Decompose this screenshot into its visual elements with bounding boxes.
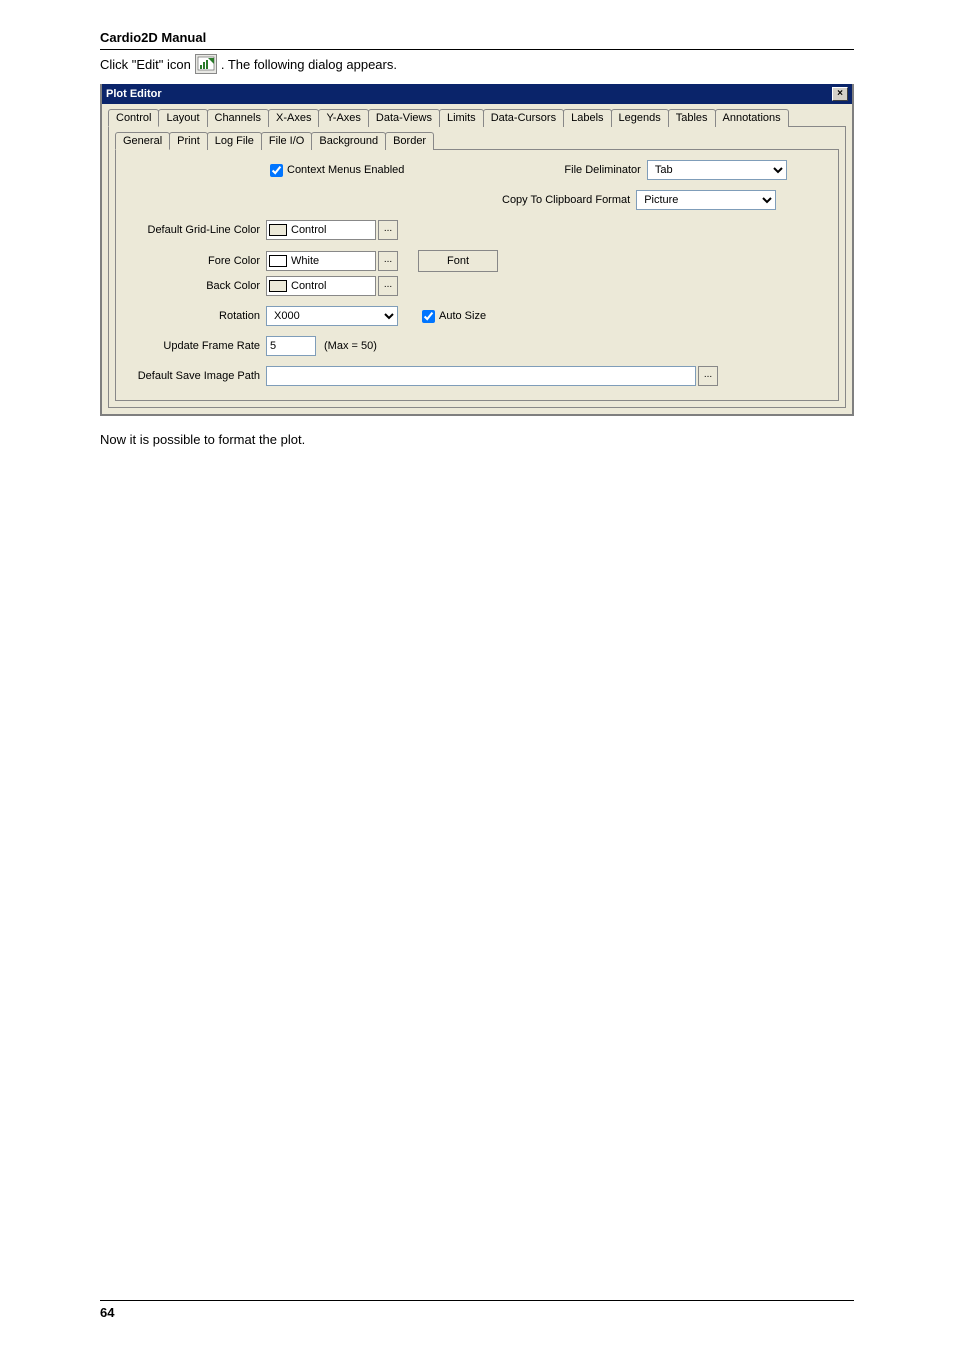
fore-color-name: White	[291, 255, 319, 267]
tab-channels[interactable]: Channels	[207, 109, 269, 127]
font-button[interactable]: Font	[418, 250, 498, 272]
general-panel: Context Menus Enabled File Deliminator T…	[115, 149, 839, 401]
main-tabpanel: General Print Log File File I/O Backgrou…	[108, 126, 846, 408]
file-delim-label: File Deliminator	[564, 164, 646, 176]
tab-xaxes[interactable]: X-Axes	[268, 109, 319, 127]
clipboard-select[interactable]: Picture	[636, 190, 776, 210]
subtab-border[interactable]: Border	[385, 132, 434, 150]
back-color-label: Back Color	[126, 280, 266, 292]
close-icon[interactable]: ×	[832, 87, 848, 101]
tab-dataviews[interactable]: Data-Views	[368, 109, 440, 127]
update-rate-label: Update Frame Rate	[126, 340, 266, 352]
clipboard-label: Copy To Clipboard Format	[502, 194, 636, 206]
rotation-select[interactable]: X000	[266, 306, 398, 326]
page-number: 64	[100, 1300, 854, 1320]
tab-annotations[interactable]: Annotations	[715, 109, 789, 127]
fore-chip	[269, 255, 287, 267]
plot-editor-dialog: Plot Editor × Control Layout Channels X-…	[100, 84, 854, 416]
doc-title: Cardio2D Manual	[100, 30, 854, 50]
auto-size-checkbox[interactable]	[422, 310, 435, 323]
gridline-chip	[269, 224, 287, 236]
tab-layout[interactable]: Layout	[158, 109, 207, 127]
subtab-fileio[interactable]: File I/O	[261, 132, 312, 150]
back-color-name: Control	[291, 280, 326, 292]
dialog-title: Plot Editor	[106, 88, 162, 100]
tab-control[interactable]: Control	[108, 109, 159, 127]
rotation-label: Rotation	[126, 310, 266, 322]
tab-datacursors[interactable]: Data-Cursors	[483, 109, 564, 127]
back-color-browse[interactable]: ...	[378, 276, 398, 296]
save-path-browse[interactable]: ...	[698, 366, 718, 386]
after-text: Now it is possible to format the plot.	[100, 432, 854, 447]
gridline-color-name: Control	[291, 224, 326, 236]
update-rate-field[interactable]	[266, 336, 316, 356]
intro-line: Click "Edit" icon . The following dialog…	[100, 54, 854, 74]
fore-color-browse[interactable]: ...	[378, 251, 398, 271]
fore-color-label: Fore Color	[126, 255, 266, 267]
gridline-color-label: Default Grid-Line Color	[126, 224, 266, 236]
tab-legends[interactable]: Legends	[611, 109, 669, 127]
save-path-label: Default Save Image Path	[126, 370, 266, 382]
tab-labels[interactable]: Labels	[563, 109, 611, 127]
subtab-print[interactable]: Print	[169, 132, 208, 150]
update-rate-max: (Max = 50)	[324, 340, 377, 352]
tab-tables[interactable]: Tables	[668, 109, 716, 127]
subtab-logfile[interactable]: Log File	[207, 132, 262, 150]
file-delim-select[interactable]: Tab	[647, 160, 787, 180]
titlebar: Plot Editor ×	[102, 84, 852, 104]
intro-post: . The following dialog appears.	[221, 57, 397, 72]
subtab-background[interactable]: Background	[311, 132, 386, 150]
main-tabstrip: Control Layout Channels X-Axes Y-Axes Da…	[102, 104, 852, 126]
tab-limits[interactable]: Limits	[439, 109, 484, 127]
context-menus-checkbox[interactable]	[270, 164, 283, 177]
save-path-field[interactable]	[266, 366, 696, 386]
back-color-swatch[interactable]: Control	[266, 276, 376, 296]
subtab-general[interactable]: General	[115, 132, 170, 150]
fore-color-swatch[interactable]: White	[266, 251, 376, 271]
auto-size-label: Auto Size	[439, 310, 486, 322]
gridline-color-browse[interactable]: ...	[378, 220, 398, 240]
intro-pre: Click "Edit" icon	[100, 57, 191, 72]
sub-tabstrip: General Print Log File File I/O Backgrou…	[109, 127, 845, 149]
gridline-color-swatch[interactable]: Control	[266, 220, 376, 240]
edit-icon	[195, 54, 217, 74]
context-menus-label: Context Menus Enabled	[287, 164, 404, 176]
tab-yaxes[interactable]: Y-Axes	[318, 109, 368, 127]
back-chip	[269, 280, 287, 292]
